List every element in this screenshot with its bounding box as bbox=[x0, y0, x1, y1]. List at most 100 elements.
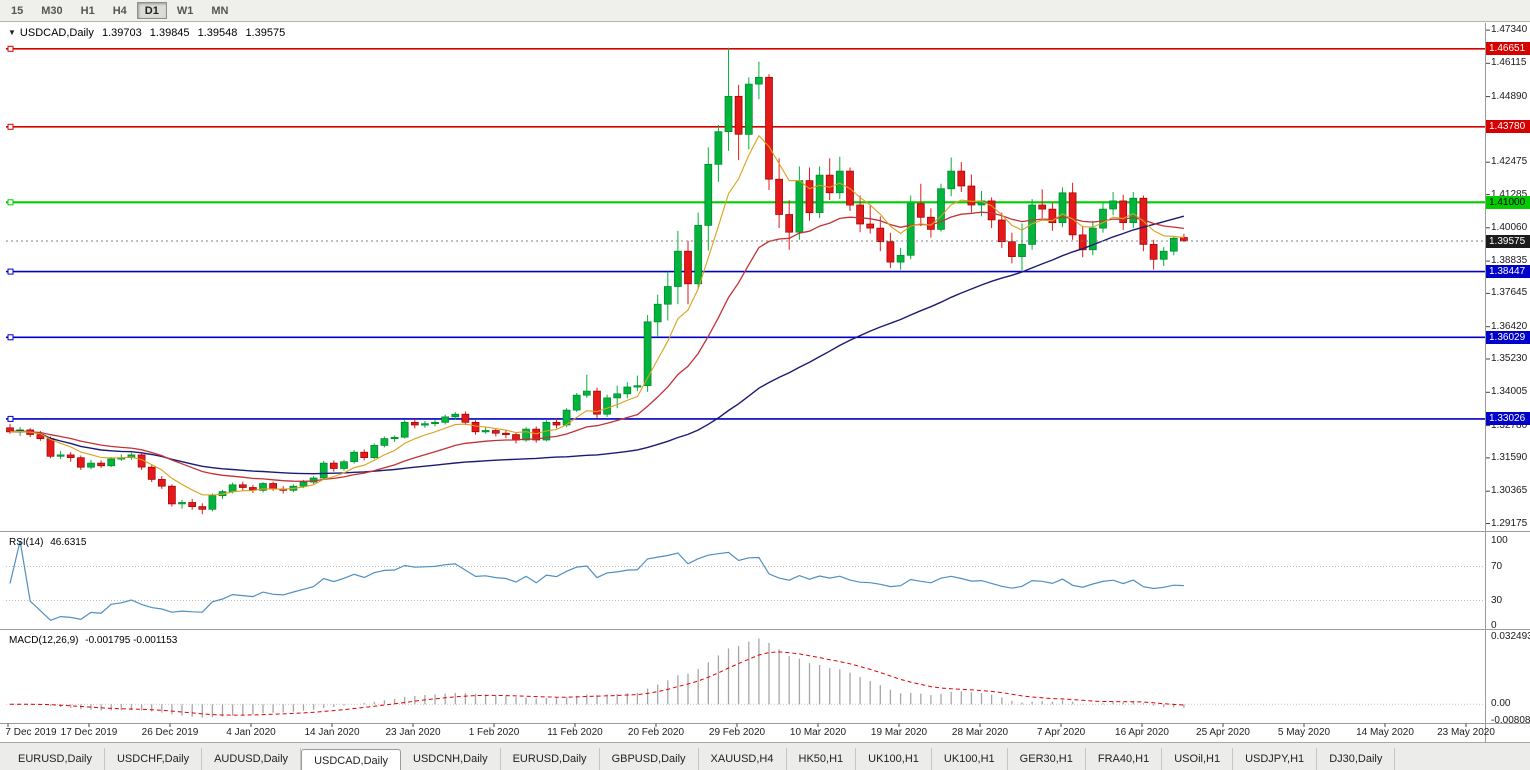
chart-tabs-bar: EURUSD,Daily USDCHF,Daily AUDUSD,Daily USDC… bbox=[0, 742, 1530, 770]
chart-symbol-period: USDCAD,Daily bbox=[19, 27, 94, 39]
level-anchor-icon[interactable] bbox=[7, 334, 14, 341]
price-tick-label: 1.42475 bbox=[1491, 156, 1528, 168]
level-anchor-icon[interactable] bbox=[7, 123, 14, 130]
chart-tab-EURUSD-Daily[interactable]: EURUSD,Daily bbox=[6, 748, 105, 770]
ma-slow-line bbox=[9, 215, 1185, 475]
time-axis-label: 29 Feb 2020 bbox=[708, 727, 766, 738]
price-tick-label: 1.36420 bbox=[1491, 320, 1528, 332]
chart-tab-HK50-H1[interactable]: HK50,H1 bbox=[787, 748, 857, 770]
price-tick-label: 1.37645 bbox=[1491, 287, 1528, 299]
macd-name: MACD(12,26,9) bbox=[9, 635, 79, 646]
chart-tab-USDCAD-Daily[interactable]: USDCAD,Daily bbox=[301, 749, 402, 770]
chart-tab-EURUSD-Daily[interactable]: EURUSD,Daily bbox=[501, 748, 600, 770]
price-tick-label: 1.29175 bbox=[1491, 517, 1528, 529]
chart-tab-USDJPY-H1[interactable]: USDJPY,H1 bbox=[1233, 748, 1318, 770]
timeframe-button-H4[interactable]: H4 bbox=[112, 5, 127, 17]
chart-tab-UK100-H1[interactable]: UK100,H1 bbox=[856, 748, 932, 770]
chart-tab-GER30-H1[interactable]: GER30,H1 bbox=[1008, 748, 1086, 770]
chart-tab-FRA40-H1[interactable]: FRA40,H1 bbox=[1086, 748, 1163, 770]
rsi-scale-label: 100 bbox=[1491, 535, 1508, 546]
chart-tab-USOil-H1[interactable]: USOil,H1 bbox=[1162, 748, 1234, 770]
chart-tab-DJ30-Daily[interactable]: DJ30,Daily bbox=[1317, 748, 1396, 770]
macd-values: -0.001795 -0.001153 bbox=[85, 635, 178, 646]
timeframe-button-15[interactable]: 15 bbox=[11, 5, 24, 17]
time-axis-label: 10 Mar 2020 bbox=[789, 727, 847, 738]
ohlc-high: 1.39845 bbox=[149, 27, 190, 39]
price-tick-label: 1.30365 bbox=[1491, 485, 1528, 497]
timeframe-button-MN[interactable]: MN bbox=[211, 5, 229, 17]
time-axis-label: 23 May 2020 bbox=[1437, 727, 1495, 738]
level-price-badge[interactable]: 1.33026 bbox=[1486, 412, 1530, 426]
price-tick-label: 1.34005 bbox=[1491, 386, 1528, 398]
macd-signal-line bbox=[9, 651, 1184, 716]
time-axis-label: 14 May 2020 bbox=[1356, 727, 1414, 738]
macd-scale-label: -0.00808 bbox=[1491, 715, 1530, 726]
time-axis-label: 25 Apr 2020 bbox=[1196, 727, 1250, 738]
candlesticks[interactable] bbox=[6, 47, 1188, 515]
rsi-scale-label: 0 bbox=[1491, 620, 1497, 631]
chart-tab-GBPUSD-Daily[interactable]: GBPUSD,Daily bbox=[600, 748, 699, 770]
rsi-scale-label: 70 bbox=[1491, 560, 1503, 572]
level-price-badge[interactable]: 1.43780 bbox=[1486, 120, 1530, 134]
chart-dropdown-arrow-icon[interactable]: ▼ bbox=[8, 28, 16, 37]
level-price-badge[interactable]: 1.38447 bbox=[1486, 265, 1530, 279]
chart-tab-USDCHF-Daily[interactable]: USDCHF,Daily bbox=[105, 748, 203, 770]
level-anchor-icon[interactable] bbox=[7, 268, 14, 275]
chart-title: ▼ USDCAD,Daily 1.39703 1.39845 1.39548 1.… bbox=[8, 27, 285, 39]
time-axis-label: 28 Mar 2020 bbox=[951, 727, 1009, 738]
timeframe-button-H1[interactable]: H1 bbox=[80, 5, 95, 17]
macd-scale-label: 0.00 bbox=[1491, 698, 1511, 710]
time-axis-label: 23 Jan 2020 bbox=[385, 727, 441, 738]
price-tick-label: 1.44890 bbox=[1491, 90, 1528, 102]
rsi-value: 46.6315 bbox=[50, 537, 87, 548]
ma-fast-line bbox=[9, 134, 1184, 496]
chart-tab-XAUUSD-H4[interactable]: XAUUSD,H4 bbox=[699, 748, 787, 770]
chart-tab-AUDUSD-Daily[interactable]: AUDUSD,Daily bbox=[202, 748, 302, 770]
chart-tab-USDCNH-Daily[interactable]: USDCNH,Daily bbox=[401, 748, 501, 770]
time-axis-label: 26 Dec 2019 bbox=[141, 727, 199, 738]
rsi-line bbox=[9, 540, 1184, 621]
price-tick-label: 1.41285 bbox=[1491, 188, 1528, 200]
time-axis-label: 4 Jan 2020 bbox=[226, 727, 276, 738]
level-price-badge[interactable]: 1.46651 bbox=[1486, 42, 1530, 56]
timeframe-toolbar: 15 M30 H1 H4 D1 W1 MN bbox=[0, 0, 1530, 22]
rsi-name: RSI(14) bbox=[9, 537, 44, 548]
level-anchor-icon[interactable] bbox=[7, 45, 14, 52]
time-axis-label: 7 Apr 2020 bbox=[1036, 727, 1086, 738]
price-tick-label: 1.31590 bbox=[1491, 451, 1528, 463]
price-tick-label: 1.35230 bbox=[1491, 353, 1528, 365]
level-anchor-icon[interactable] bbox=[7, 415, 14, 422]
macd-scale-label: 0.032493 bbox=[1491, 631, 1530, 642]
ohlc-open: 1.39703 bbox=[101, 27, 142, 39]
time-axis-label: 17 Dec 2019 bbox=[60, 727, 118, 738]
time-axis-label: 14 Jan 2020 bbox=[304, 727, 360, 738]
price-tick-label: 1.46115 bbox=[1491, 57, 1527, 69]
ma-mid-line bbox=[9, 211, 1184, 482]
price-tick-label: 1.47340 bbox=[1491, 24, 1528, 36]
price-tick-label: 1.40060 bbox=[1491, 221, 1528, 233]
time-axis-label: 19 Mar 2020 bbox=[870, 727, 928, 738]
level-price-badge[interactable]: 1.36029 bbox=[1486, 330, 1530, 344]
macd-histogram bbox=[19, 638, 1185, 718]
timeframe-button-D1[interactable]: D1 bbox=[136, 2, 167, 19]
ohlc-low: 1.39548 bbox=[197, 27, 238, 39]
time-axis-label: 20 Feb 2020 bbox=[627, 727, 685, 738]
rsi-indicator-label: RSI(14) 46.6315 bbox=[9, 537, 86, 548]
time-axis-label: 7 Dec 2019 bbox=[5, 727, 57, 738]
rsi-scale-label: 30 bbox=[1491, 594, 1503, 606]
time-axis-label: 11 Feb 2020 bbox=[547, 727, 603, 738]
current-price-badge: 1.39575 bbox=[1486, 234, 1530, 248]
time-axis-label: 5 May 2020 bbox=[1277, 727, 1331, 738]
timeframe-button-M30[interactable]: M30 bbox=[41, 5, 63, 17]
ohlc-close: 1.39575 bbox=[245, 27, 286, 39]
level-price-badge[interactable]: 1.41000 bbox=[1486, 195, 1530, 209]
macd-indicator-label: MACD(12,26,9) -0.001795 -0.001153 bbox=[9, 635, 177, 646]
price-tick-label: 1.38835 bbox=[1491, 255, 1528, 267]
time-axis-label: 16 Apr 2020 bbox=[1115, 727, 1169, 738]
chart-tab-UK100-H1[interactable]: UK100,H1 bbox=[932, 748, 1008, 770]
time-axis-label: 1 Feb 2020 bbox=[468, 727, 520, 738]
level-anchor-icon[interactable] bbox=[7, 199, 14, 206]
timeframe-button-W1[interactable]: W1 bbox=[176, 5, 194, 17]
